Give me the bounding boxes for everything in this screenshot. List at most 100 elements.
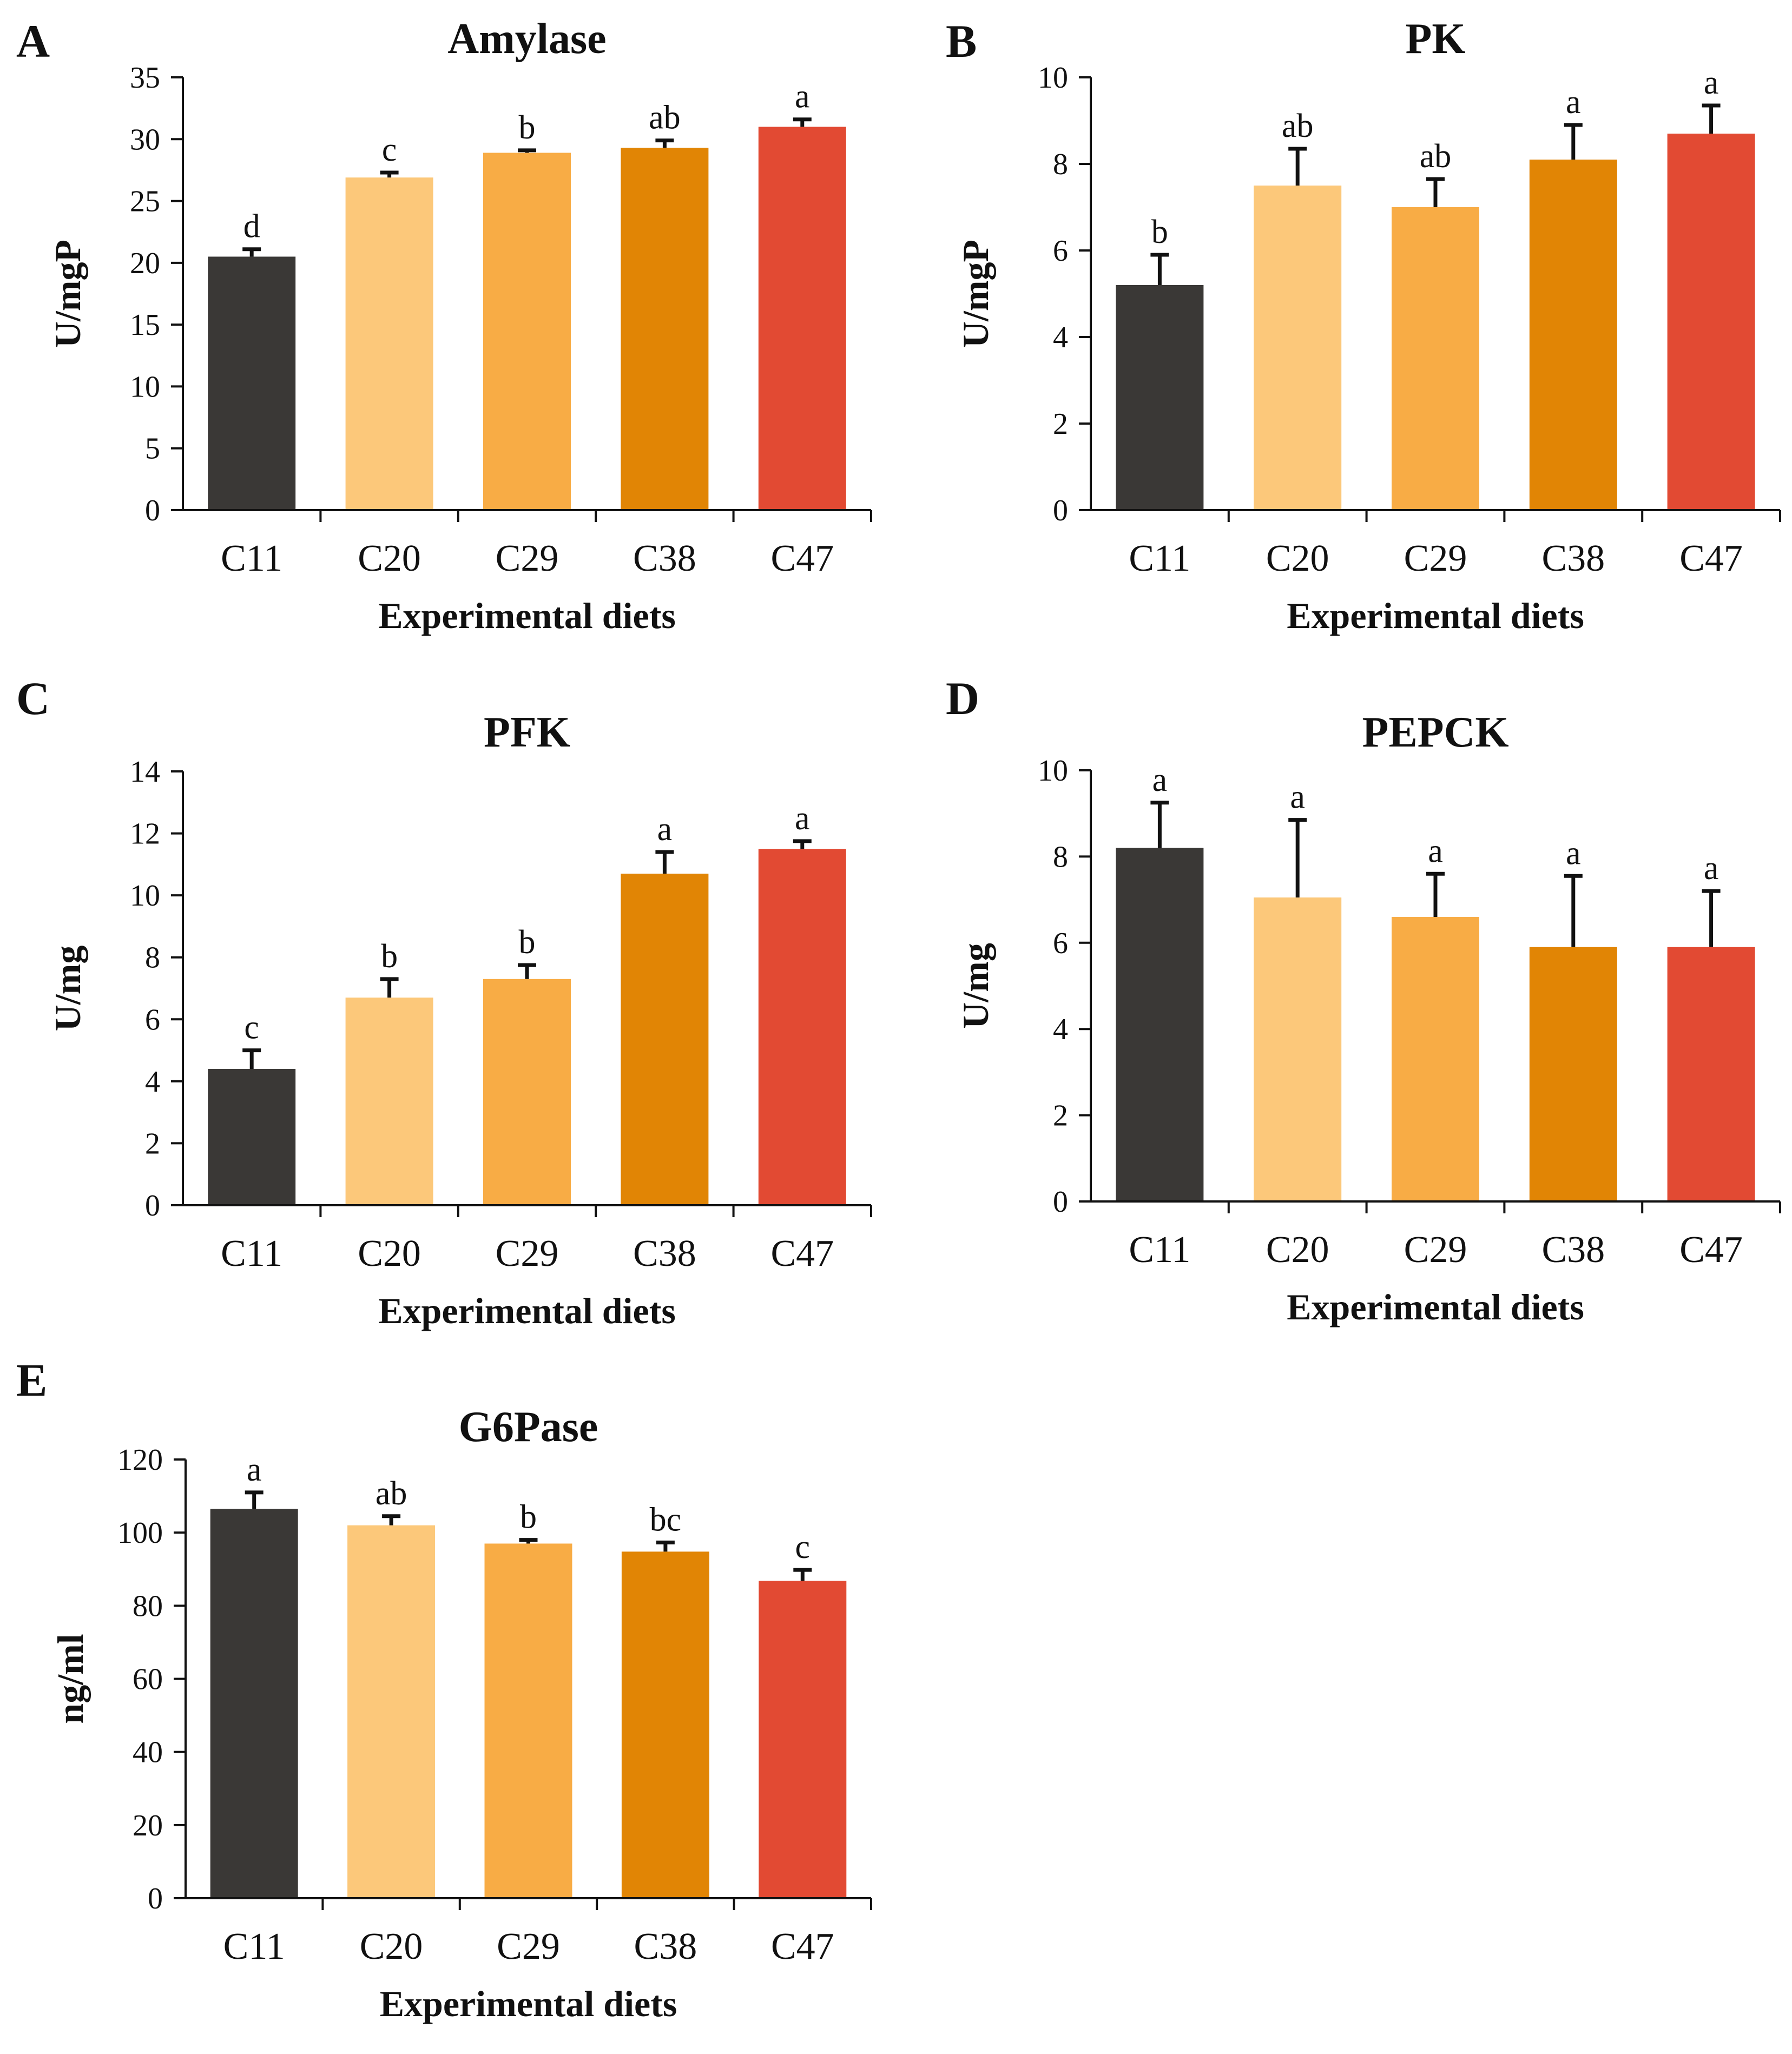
bar	[1529, 160, 1617, 510]
y-axis-label: U/mg	[955, 943, 996, 1029]
y-tick-label: 25	[130, 185, 160, 219]
significance-label: ab	[375, 1475, 407, 1512]
panel-label: A	[16, 15, 50, 67]
bar	[1116, 848, 1204, 1201]
significance-label: c	[795, 1529, 811, 1566]
y-tick-label: 2	[1053, 1099, 1068, 1133]
y-tick-label: 8	[1053, 840, 1068, 874]
x-tick-label: C47	[771, 1926, 834, 1967]
bar	[758, 849, 846, 1205]
bar	[208, 256, 296, 510]
significance-label: b	[381, 938, 398, 975]
y-tick-label: 0	[145, 494, 160, 527]
x-tick-label: C20	[358, 538, 421, 579]
chart-title: G6Pase	[459, 1403, 598, 1451]
y-tick-label: 8	[145, 941, 160, 975]
bar	[483, 979, 571, 1205]
significance-label: a	[795, 78, 810, 115]
y-tick-label: 0	[145, 1189, 160, 1223]
x-tick-label: C38	[1541, 1229, 1605, 1271]
x-tick-label: C38	[633, 538, 696, 579]
y-tick-label: 0	[148, 1882, 163, 1916]
y-tick-label: 0	[1053, 1185, 1068, 1219]
y-tick-label: 14	[130, 755, 160, 789]
x-axis-label: Experimental diets	[380, 1983, 677, 2024]
y-tick-label: 35	[130, 61, 160, 95]
y-tick-label: 0	[1053, 494, 1068, 527]
bar	[483, 153, 571, 510]
significance-label: a	[1566, 835, 1581, 871]
bar	[347, 1525, 436, 1898]
x-tick-label: C11	[221, 1233, 282, 1274]
x-tick-label: C38	[633, 1233, 696, 1274]
chart-panel-A: A Amylase U/mgP Experimental diets d C11 c C20 b…	[16, 15, 872, 636]
x-tick-label: C11	[223, 1926, 285, 1967]
significance-label: a	[1428, 833, 1443, 869]
significance-label: b	[1151, 214, 1168, 250]
y-tick-label: 10	[130, 370, 160, 404]
significance-label: b	[519, 924, 536, 961]
y-tick-label: 40	[133, 1736, 163, 1769]
y-tick-label: 10	[130, 879, 160, 913]
y-tick-label: 60	[133, 1663, 163, 1696]
y-axis-label: U/mgP	[955, 240, 996, 348]
panel-label: C	[16, 672, 50, 724]
x-tick-label: C47	[1679, 1229, 1743, 1271]
x-tick-label: C29	[497, 1926, 560, 1967]
x-tick-label: C47	[770, 538, 834, 579]
significance-label: a	[795, 800, 810, 837]
x-tick-label: C29	[496, 538, 559, 579]
y-tick-label: 20	[130, 247, 160, 280]
significance-label: a	[1152, 762, 1168, 798]
x-axis-label: Experimental diets	[1287, 595, 1584, 636]
chart-title: PEPCK	[1362, 709, 1508, 756]
chart-panel-D: D PEPCK U/mg Experimental diets a C11 a C20 a C29…	[946, 672, 1781, 1327]
panel-label: E	[16, 1354, 47, 1406]
bar	[759, 1581, 847, 1898]
x-axis-label: Experimental diets	[378, 595, 676, 636]
bar	[1529, 947, 1617, 1201]
panel-label: D	[946, 672, 979, 724]
significance-label: b	[519, 109, 536, 146]
bar	[210, 1509, 298, 1898]
bar	[621, 148, 709, 510]
x-tick-label: C29	[1404, 538, 1467, 579]
y-tick-label: 80	[133, 1589, 163, 1623]
chart-panel-B: B PK U/mgP Experimental diets b C11 ab C20 ab C29…	[946, 15, 1781, 636]
significance-label: ab	[1282, 108, 1314, 144]
x-tick-label: C11	[221, 538, 282, 579]
significance-label: bc	[650, 1501, 682, 1538]
bar	[1254, 186, 1342, 510]
chart-title: PFK	[484, 709, 570, 756]
x-tick-label: C38	[634, 1926, 697, 1967]
y-tick-label: 2	[1053, 407, 1068, 441]
x-tick-label: C20	[358, 1233, 421, 1274]
x-axis-label: Experimental diets	[378, 1290, 676, 1331]
significance-label: ab	[1420, 138, 1452, 175]
panel-label: B	[946, 15, 977, 67]
bar	[208, 1068, 296, 1205]
y-tick-label: 12	[130, 817, 160, 851]
y-tick-label: 4	[1053, 321, 1068, 354]
y-tick-label: 6	[145, 1003, 160, 1036]
significance-label: c	[382, 131, 397, 168]
chart-title: PK	[1405, 15, 1465, 63]
significance-label: a	[1704, 64, 1719, 101]
bar	[1667, 947, 1755, 1201]
bar	[345, 177, 433, 511]
y-tick-label: 15	[130, 308, 160, 342]
y-tick-label: 6	[1053, 234, 1068, 268]
y-tick-label: 6	[1053, 927, 1068, 960]
x-tick-label: C29	[1404, 1229, 1467, 1271]
chart-panel-C: C PFK U/mg Experimental diets c C11 b C20 b C29 a C…	[16, 672, 872, 1331]
bar	[758, 127, 846, 510]
x-tick-label: C11	[1129, 538, 1190, 579]
significance-label: a	[247, 1451, 262, 1488]
bar	[621, 874, 709, 1205]
y-tick-label: 4	[1053, 1013, 1068, 1046]
x-tick-label: C38	[1541, 538, 1605, 579]
x-tick-label: C20	[1266, 538, 1329, 579]
y-tick-label: 2	[145, 1127, 160, 1160]
x-axis-label: Experimental diets	[1287, 1286, 1584, 1327]
y-axis-label: U/mg	[47, 946, 88, 1032]
